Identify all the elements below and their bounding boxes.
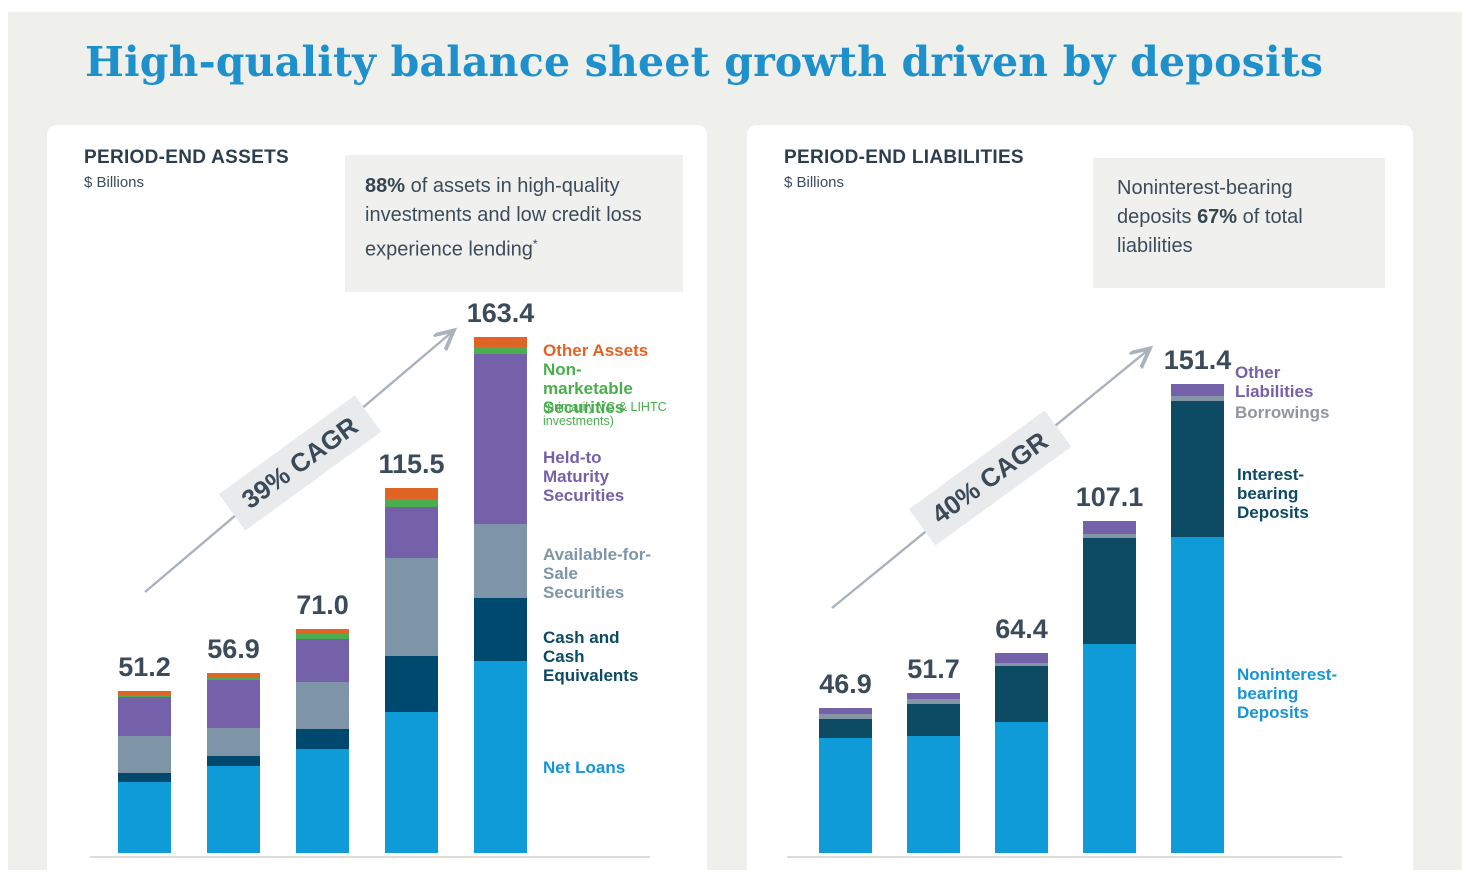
bar-segment-cash-and-cash-equivalents [207, 756, 260, 766]
bar-total-label: 56.9 [164, 634, 304, 665]
bar-total-label: 107.1 [1040, 482, 1180, 513]
legend-non-marketable-note: (primarily VC & LIHTC investments) [543, 400, 675, 428]
bar-segment-net-loans [118, 782, 171, 853]
bar-segment-interest-bearing-deposits [995, 666, 1048, 722]
bar-segment-cash-and-cash-equivalents [385, 656, 438, 712]
bar-assets-2: 71.0 [296, 629, 349, 853]
bar-assets-0: 51.2 [118, 691, 171, 853]
legend-interest-bearing-deposits: Interest-bearing Deposits [1237, 465, 1362, 522]
bar-liabilities-3: 107.1 [1083, 521, 1136, 853]
bar-segment-noninterest-bearing-deposits [1083, 644, 1136, 853]
legend-borrowings: Borrowings [1235, 403, 1355, 422]
bar-segment-interest-bearing-deposits [1171, 401, 1224, 537]
liabilities-panel: PERIOD-END LIABILITIES $ Billions Nonint… [747, 125, 1413, 882]
bar-segment-available-for-sale-securities [296, 682, 349, 729]
bar-segment-other-liabilities [1171, 384, 1224, 396]
bar-assets-1: 56.9 [207, 673, 260, 853]
legend-other-liabilities: Other Liabilities [1235, 363, 1325, 401]
bar-segment-held-to-maturity-securities [385, 507, 438, 558]
legend-noninterest-bearing-deposits: Noninterest-bearing Deposits [1237, 665, 1345, 722]
bar-liabilities-0: 46.9 [819, 708, 872, 853]
bar-liabilities-1: 51.7 [907, 693, 960, 853]
bar-segment-noninterest-bearing-deposits [1171, 537, 1224, 853]
bar-segment-other-liabilities [995, 653, 1048, 663]
bar-segment-held-to-maturity-securities [296, 639, 349, 682]
bar-segment-noninterest-bearing-deposits [995, 722, 1048, 853]
bar-segment-non-marketable-securities-prim [474, 347, 527, 354]
bar-segment-net-loans [474, 661, 527, 853]
bar-segment-cash-and-cash-equivalents [118, 773, 171, 782]
bar-segment-non-marketable-securities-prim [385, 499, 438, 507]
bar-segment-net-loans [296, 749, 349, 853]
bar-segment-cash-and-cash-equivalents [474, 598, 527, 661]
bar-assets-3: 115.5 [385, 488, 438, 853]
bar-liabilities-4: 151.4 [1171, 384, 1224, 853]
bar-segment-held-to-maturity-securities [207, 680, 260, 728]
bar-segment-cash-and-cash-equivalents [296, 729, 349, 749]
bar-segment-held-to-maturity-securities [474, 354, 527, 524]
bar-assets-4: 163.4 [474, 337, 527, 853]
bar-segment-held-to-maturity-securities [118, 697, 171, 736]
bar-segment-interest-bearing-deposits [907, 704, 960, 736]
bar-segment-available-for-sale-securities [385, 558, 438, 656]
legend-held-to-maturity: Held-to Maturity Securities [543, 448, 668, 505]
bar-segment-available-for-sale-securities [474, 524, 527, 598]
liabilities-x-axis [787, 856, 1342, 858]
bar-segment-other-assets [385, 488, 438, 499]
bar-segment-noninterest-bearing-deposits [819, 738, 872, 853]
bar-total-label: 163.4 [431, 298, 571, 329]
page-title: High-quality balance sheet growth driven… [85, 38, 1415, 86]
bar-total-label: 51.7 [864, 654, 1004, 685]
legend-net-loans: Net Loans [543, 758, 663, 777]
bar-segment-available-for-sale-securities [207, 728, 260, 756]
bar-segment-noninterest-bearing-deposits [907, 736, 960, 853]
bar-total-label: 64.4 [952, 614, 1092, 645]
bar-segment-other-liabilities [1083, 521, 1136, 534]
bar-segment-other-assets [474, 337, 527, 347]
assets-x-axis [90, 856, 650, 858]
legend-available-for-sale: Available-for-Sale Securities [543, 545, 661, 602]
bar-segment-net-loans [207, 766, 260, 853]
bar-segment-net-loans [385, 712, 438, 853]
bar-segment-interest-bearing-deposits [819, 719, 872, 738]
legend-other-assets: Other Assets [543, 341, 673, 360]
bar-total-label: 71.0 [253, 590, 393, 621]
bar-segment-interest-bearing-deposits [1083, 538, 1136, 644]
bar-liabilities-2: 64.4 [995, 653, 1048, 853]
assets-panel: PERIOD-END ASSETS $ Billions 88% of asse… [47, 125, 707, 882]
bar-segment-available-for-sale-securities [118, 736, 171, 773]
legend-cash-equivalents: Cash and Cash Equivalents [543, 628, 663, 685]
bar-total-label: 115.5 [342, 449, 482, 480]
